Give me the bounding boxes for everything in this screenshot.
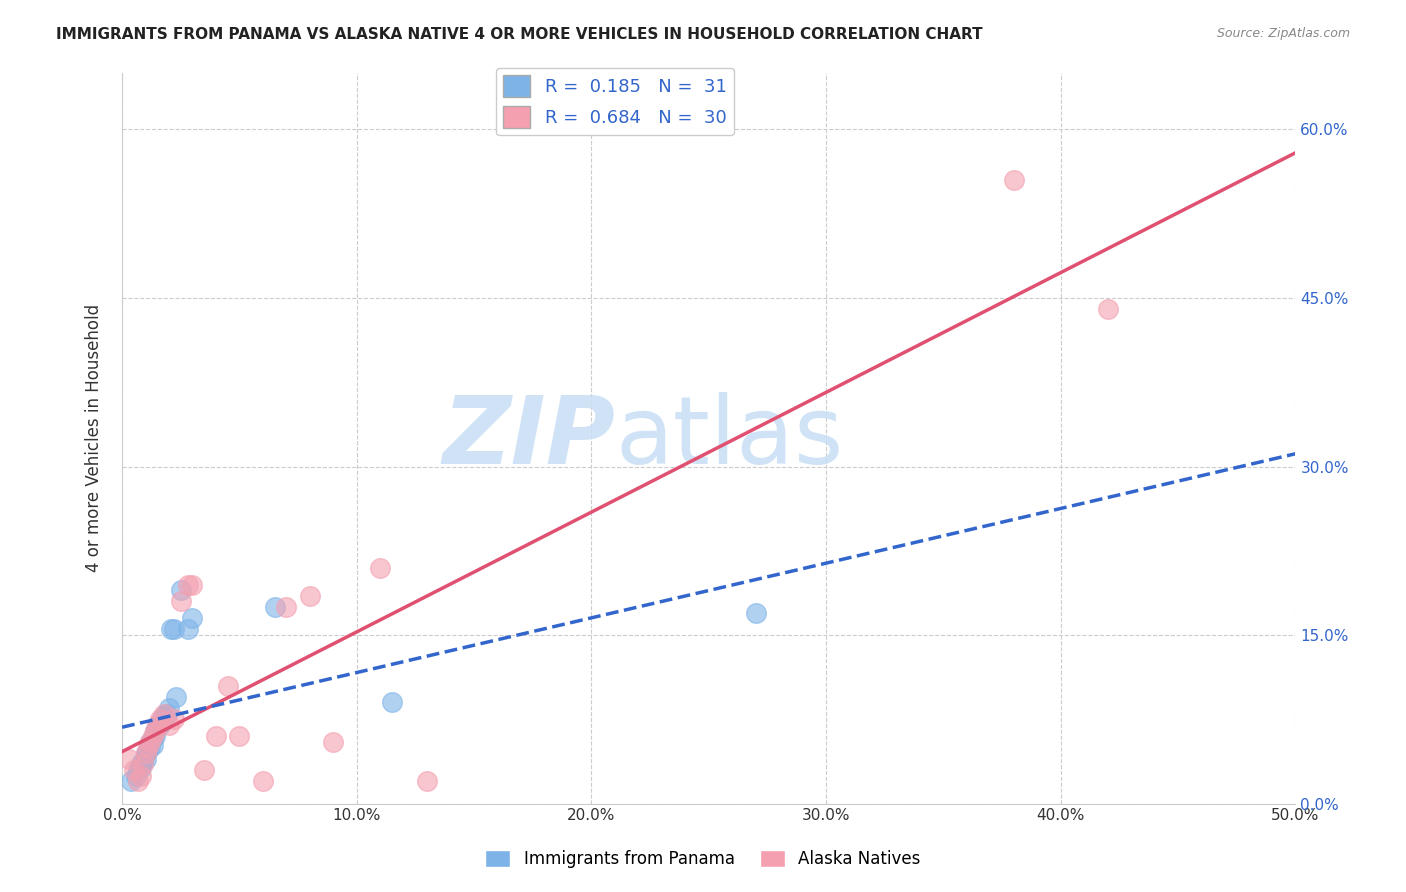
- Point: [136, 742, 159, 756]
- Point: [132, 757, 155, 772]
- Point: [149, 715, 172, 730]
- Text: IMMIGRANTS FROM PANAMA VS ALASKA NATIVE 4 OR MORE VEHICLES IN HOUSEHOLD CORRELAT: IMMIGRANTS FROM PANAMA VS ALASKA NATIVE …: [56, 27, 983, 42]
- Point: [205, 729, 228, 743]
- Point: [127, 774, 149, 789]
- Point: [276, 599, 298, 614]
- Point: [143, 729, 166, 743]
- Point: [139, 740, 162, 755]
- Point: [381, 696, 404, 710]
- Point: [132, 754, 155, 768]
- Point: [122, 763, 145, 777]
- Point: [129, 761, 152, 775]
- Point: [193, 763, 215, 777]
- Point: [136, 740, 159, 755]
- Legend: R =  0.185   N =  31, R =  0.684   N =  30: R = 0.185 N = 31, R = 0.684 N = 30: [496, 68, 734, 136]
- Point: [142, 729, 165, 743]
- Point: [416, 774, 439, 789]
- Text: Source: ZipAtlas.com: Source: ZipAtlas.com: [1216, 27, 1350, 40]
- Point: [163, 623, 186, 637]
- Point: [181, 577, 204, 591]
- Point: [181, 611, 204, 625]
- Point: [134, 752, 156, 766]
- Point: [170, 594, 193, 608]
- Legend: Immigrants from Panama, Alaska Natives: Immigrants from Panama, Alaska Natives: [479, 843, 927, 875]
- Point: [127, 763, 149, 777]
- Point: [125, 768, 148, 782]
- Point: [368, 560, 391, 574]
- Point: [129, 757, 152, 772]
- Point: [143, 723, 166, 738]
- Point: [150, 712, 173, 726]
- Point: [177, 623, 200, 637]
- Point: [170, 583, 193, 598]
- Point: [153, 709, 176, 723]
- Point: [217, 679, 239, 693]
- Point: [163, 712, 186, 726]
- Point: [142, 738, 165, 752]
- Y-axis label: 4 or more Vehicles in Household: 4 or more Vehicles in Household: [86, 304, 103, 573]
- Point: [134, 746, 156, 760]
- Text: atlas: atlas: [614, 392, 844, 484]
- Point: [139, 735, 162, 749]
- Point: [160, 623, 183, 637]
- Point: [149, 712, 172, 726]
- Point: [146, 720, 169, 734]
- Point: [165, 690, 187, 704]
- Point: [139, 735, 162, 749]
- Point: [149, 718, 172, 732]
- Point: [156, 706, 179, 721]
- Point: [146, 718, 169, 732]
- Point: [1097, 302, 1119, 317]
- Point: [263, 599, 285, 614]
- Point: [129, 768, 152, 782]
- Point: [157, 718, 180, 732]
- Point: [134, 746, 156, 760]
- Point: [177, 577, 200, 591]
- Point: [157, 701, 180, 715]
- Point: [252, 774, 274, 789]
- Point: [142, 731, 165, 746]
- Point: [143, 723, 166, 738]
- Text: ZIP: ZIP: [441, 392, 614, 484]
- Point: [153, 706, 176, 721]
- Point: [1002, 173, 1025, 187]
- Point: [118, 752, 141, 766]
- Point: [120, 774, 142, 789]
- Point: [322, 735, 344, 749]
- Point: [744, 606, 766, 620]
- Point: [298, 589, 321, 603]
- Point: [228, 729, 250, 743]
